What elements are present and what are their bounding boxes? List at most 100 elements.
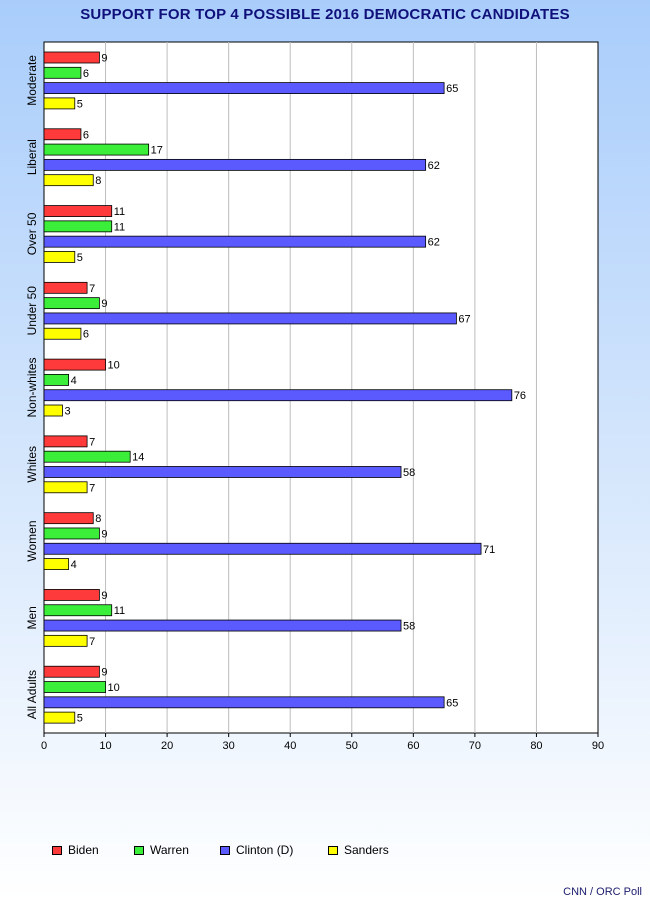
category-label: Over 50 xyxy=(25,212,39,255)
category-label: Women xyxy=(25,520,39,561)
data-label: 76 xyxy=(514,390,526,402)
bar-warren-1 xyxy=(43,143,150,156)
data-label: 67 xyxy=(458,313,470,325)
legend-label: Biden xyxy=(68,843,99,857)
bar-warren-8 xyxy=(43,681,106,693)
x-tick-label: 90 xyxy=(592,740,604,752)
x-tick-label: 30 xyxy=(223,740,235,752)
bar-clinton-d-0 xyxy=(43,82,445,94)
data-label: 5 xyxy=(77,252,83,264)
bar-biden-1 xyxy=(43,128,82,141)
bar-sanders-7 xyxy=(43,634,88,647)
data-label: 17 xyxy=(151,145,163,157)
data-label: 71 xyxy=(483,544,495,556)
bar-sanders-8 xyxy=(43,711,76,724)
x-tick-label: 0 xyxy=(41,740,47,752)
category-label: Whites xyxy=(25,446,39,483)
legend-swatch xyxy=(134,845,144,855)
bar-biden-0 xyxy=(43,51,100,64)
data-label: 5 xyxy=(77,98,83,110)
legend-item: Warren xyxy=(134,843,220,857)
data-label: 6 xyxy=(83,68,89,80)
category-label: Non-whites xyxy=(25,357,39,417)
data-label: 7 xyxy=(89,283,95,295)
data-label: 7 xyxy=(89,636,95,648)
x-tick-label: 10 xyxy=(99,740,111,752)
legend-label: Warren xyxy=(150,843,189,857)
bar-warren-5 xyxy=(43,450,131,463)
legend-label: Sanders xyxy=(344,843,389,857)
x-tick-label: 40 xyxy=(284,740,296,752)
bar-warren-6 xyxy=(43,527,100,540)
legend: Biden Warren Clinton (D) Sanders xyxy=(52,843,408,857)
data-label: 7 xyxy=(89,436,95,448)
x-axis: 0 10 20 30 40 50 60 70 80 90 xyxy=(41,733,604,752)
legend-item: Sanders xyxy=(328,843,408,857)
category-labels: Moderate Liberal Over 50 Under 50 Non-whites… xyxy=(25,55,39,720)
bar-clinton-d-8 xyxy=(43,696,445,709)
bar-sanders-2 xyxy=(43,251,76,263)
legend-swatch xyxy=(220,845,230,855)
data-label: 3 xyxy=(64,406,70,418)
bars: 9665561762811116257967610476371458789714… xyxy=(43,51,526,725)
bar-warren-0 xyxy=(43,66,82,79)
x-tick-label: 60 xyxy=(407,740,419,752)
data-label: 11 xyxy=(114,221,125,233)
bar-biden-6 xyxy=(43,512,94,525)
bar-warren-4 xyxy=(43,374,70,386)
bar-biden-5 xyxy=(43,435,88,448)
bar-clinton-d-1 xyxy=(43,158,427,171)
data-label: 9 xyxy=(101,53,107,65)
data-label: 65 xyxy=(446,697,458,709)
data-label: 8 xyxy=(95,513,101,525)
bar-clinton-d-7 xyxy=(43,619,402,632)
bar-biden-4 xyxy=(43,358,106,371)
category-label: Under 50 xyxy=(25,286,39,336)
bar-clinton-d-6 xyxy=(43,542,482,555)
bar-sanders-3 xyxy=(43,327,82,340)
legend-label: Clinton (D) xyxy=(236,843,294,857)
data-label: 10 xyxy=(108,682,120,694)
category-label: Men xyxy=(25,606,39,629)
data-label: 9 xyxy=(101,528,107,540)
x-tick-label: 70 xyxy=(469,740,481,752)
data-label: 11 xyxy=(114,605,125,617)
bar-clinton-d-3 xyxy=(43,312,457,325)
data-label: 11 xyxy=(114,206,125,218)
bar-clinton-d-5 xyxy=(43,466,402,478)
bar-sanders-0 xyxy=(43,97,76,110)
bar-clinton-d-2 xyxy=(43,235,427,248)
legend-swatch xyxy=(52,845,62,855)
data-label: 10 xyxy=(108,360,120,372)
x-tick-label: 50 xyxy=(346,740,358,752)
chart-title: SUPPORT FOR TOP 4 POSSIBLE 2016 DEMOCRAT… xyxy=(80,6,570,23)
data-label: 6 xyxy=(83,329,89,341)
gridlines xyxy=(105,42,537,733)
data-label: 62 xyxy=(428,237,440,249)
bar-warren-7 xyxy=(43,604,113,617)
legend-item: Biden xyxy=(52,843,134,857)
data-label: 6 xyxy=(83,129,89,141)
data-label: 62 xyxy=(428,160,440,172)
bar-warren-3 xyxy=(43,297,100,310)
bar-sanders-4 xyxy=(43,404,63,417)
data-label: 9 xyxy=(101,298,107,310)
bar-sanders-1 xyxy=(43,174,94,187)
bar-sanders-6 xyxy=(43,558,70,570)
plot-area xyxy=(43,41,599,734)
category-label: Moderate xyxy=(25,55,39,106)
bar-biden-2 xyxy=(43,205,113,217)
data-label: 58 xyxy=(403,621,415,633)
x-tick-label: 20 xyxy=(161,740,173,752)
data-label: 5 xyxy=(77,713,83,725)
data-label: 4 xyxy=(71,375,77,387)
data-label: 14 xyxy=(132,452,144,464)
data-label: 8 xyxy=(95,175,101,187)
bar-clinton-d-4 xyxy=(43,389,513,402)
bar-biden-3 xyxy=(43,281,88,294)
category-label: Liberal xyxy=(25,139,39,175)
bar-warren-2 xyxy=(43,220,113,233)
legend-swatch xyxy=(328,845,338,855)
data-label: 9 xyxy=(101,667,107,679)
